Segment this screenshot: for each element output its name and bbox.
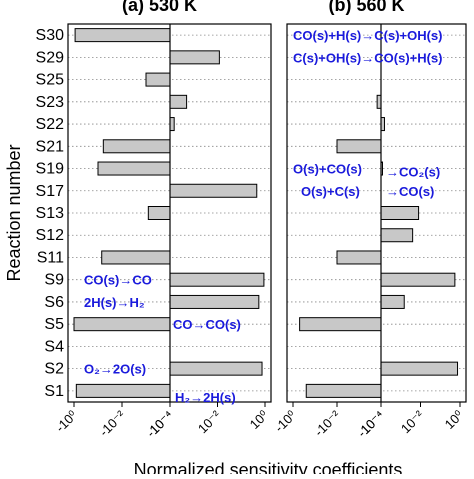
bar-s17 — [169, 183, 258, 198]
category-label-s23: S23 — [36, 94, 65, 111]
category-label-s17: S17 — [36, 183, 65, 200]
category-label-s2: S2 — [44, 361, 64, 378]
category-label-s9: S9 — [44, 272, 64, 289]
x-tick-label: -10⁰ — [53, 408, 81, 436]
category-label-s12: S12 — [36, 227, 65, 244]
annotation-1-5: H₂→2H(s) — [175, 390, 236, 405]
annotation-1-1: CO(s)→CO — [84, 273, 152, 288]
bar-s11 — [336, 250, 382, 265]
bar-s29 — [169, 50, 220, 65]
x-tick-label: -10⁰ — [272, 408, 300, 436]
bar-s21 — [336, 139, 382, 154]
annotation-1-4: O₂→2O(s) — [84, 362, 146, 377]
x-tick-label: -10⁻² — [311, 407, 343, 439]
annotation-2-6: →CO(s) — [386, 184, 434, 199]
annotation-2-5: O(s)+C(s) — [301, 184, 360, 199]
panel-title-2: (b) 560 K — [328, 0, 404, 15]
bar-s13 — [380, 206, 420, 220]
category-label-s13: S13 — [36, 205, 65, 222]
bar-s21 — [102, 139, 171, 154]
bar-s12 — [380, 228, 414, 243]
bar-s2 — [169, 361, 263, 376]
bar-s5 — [73, 317, 171, 332]
y-axis-title: Reaction number — [4, 144, 24, 281]
bar-s9 — [380, 272, 456, 287]
bar-s22 — [169, 117, 175, 132]
bar-s1 — [75, 383, 171, 398]
bar-s6 — [169, 294, 260, 309]
bar-s23 — [169, 94, 188, 109]
category-label-s4: S4 — [44, 338, 64, 355]
bar-s19 — [97, 161, 171, 176]
bar-s1 — [305, 383, 382, 398]
category-label-s19: S19 — [36, 161, 65, 178]
category-label-s22: S22 — [36, 116, 65, 133]
bar-s11 — [101, 250, 171, 265]
bar-s5 — [299, 317, 382, 332]
category-label-s21: S21 — [36, 138, 65, 155]
panel-title-1: (a) 530 K — [122, 0, 197, 15]
annotation-2-3: O(s)+CO(s) — [293, 162, 362, 177]
x-tick-label: 10⁻² — [195, 407, 224, 436]
annotation-2-1: CO(s)+H(s)→C(s)+OH(s) — [293, 28, 443, 43]
annotation-2-4: →CO₂(s) — [386, 165, 440, 180]
category-label-s11: S11 — [37, 249, 64, 266]
x-tick-label: 10⁻² — [398, 407, 427, 436]
x-tick-label: 10⁰ — [247, 408, 272, 433]
bar-s13 — [147, 206, 171, 220]
x-tick-label: 10⁰ — [442, 408, 467, 433]
annotation-2-2: C(s)+OH(s)→CO(s)+H(s) — [293, 50, 443, 65]
category-label-s6: S6 — [44, 294, 64, 311]
bar-s30 — [74, 28, 171, 43]
bar-s25 — [145, 72, 171, 87]
bar-s2 — [380, 361, 459, 376]
category-label-s29: S29 — [36, 49, 65, 66]
plot-frame — [286, 23, 467, 403]
x-tick-label: -10⁻² — [96, 407, 128, 439]
bar-s9 — [169, 272, 265, 287]
annotation-1-3: CO→CO(s) — [173, 317, 241, 332]
category-label-s1: S1 — [44, 383, 64, 400]
bar-s6 — [380, 294, 405, 309]
category-label-s5: S5 — [44, 316, 64, 333]
x-axis-title: Normalized sensitivity coefficients — [134, 460, 403, 474]
category-label-s25: S25 — [36, 72, 65, 89]
category-label-s30: S30 — [36, 27, 65, 44]
annotation-1-2: 2H(s)→H₂ — [84, 295, 145, 310]
